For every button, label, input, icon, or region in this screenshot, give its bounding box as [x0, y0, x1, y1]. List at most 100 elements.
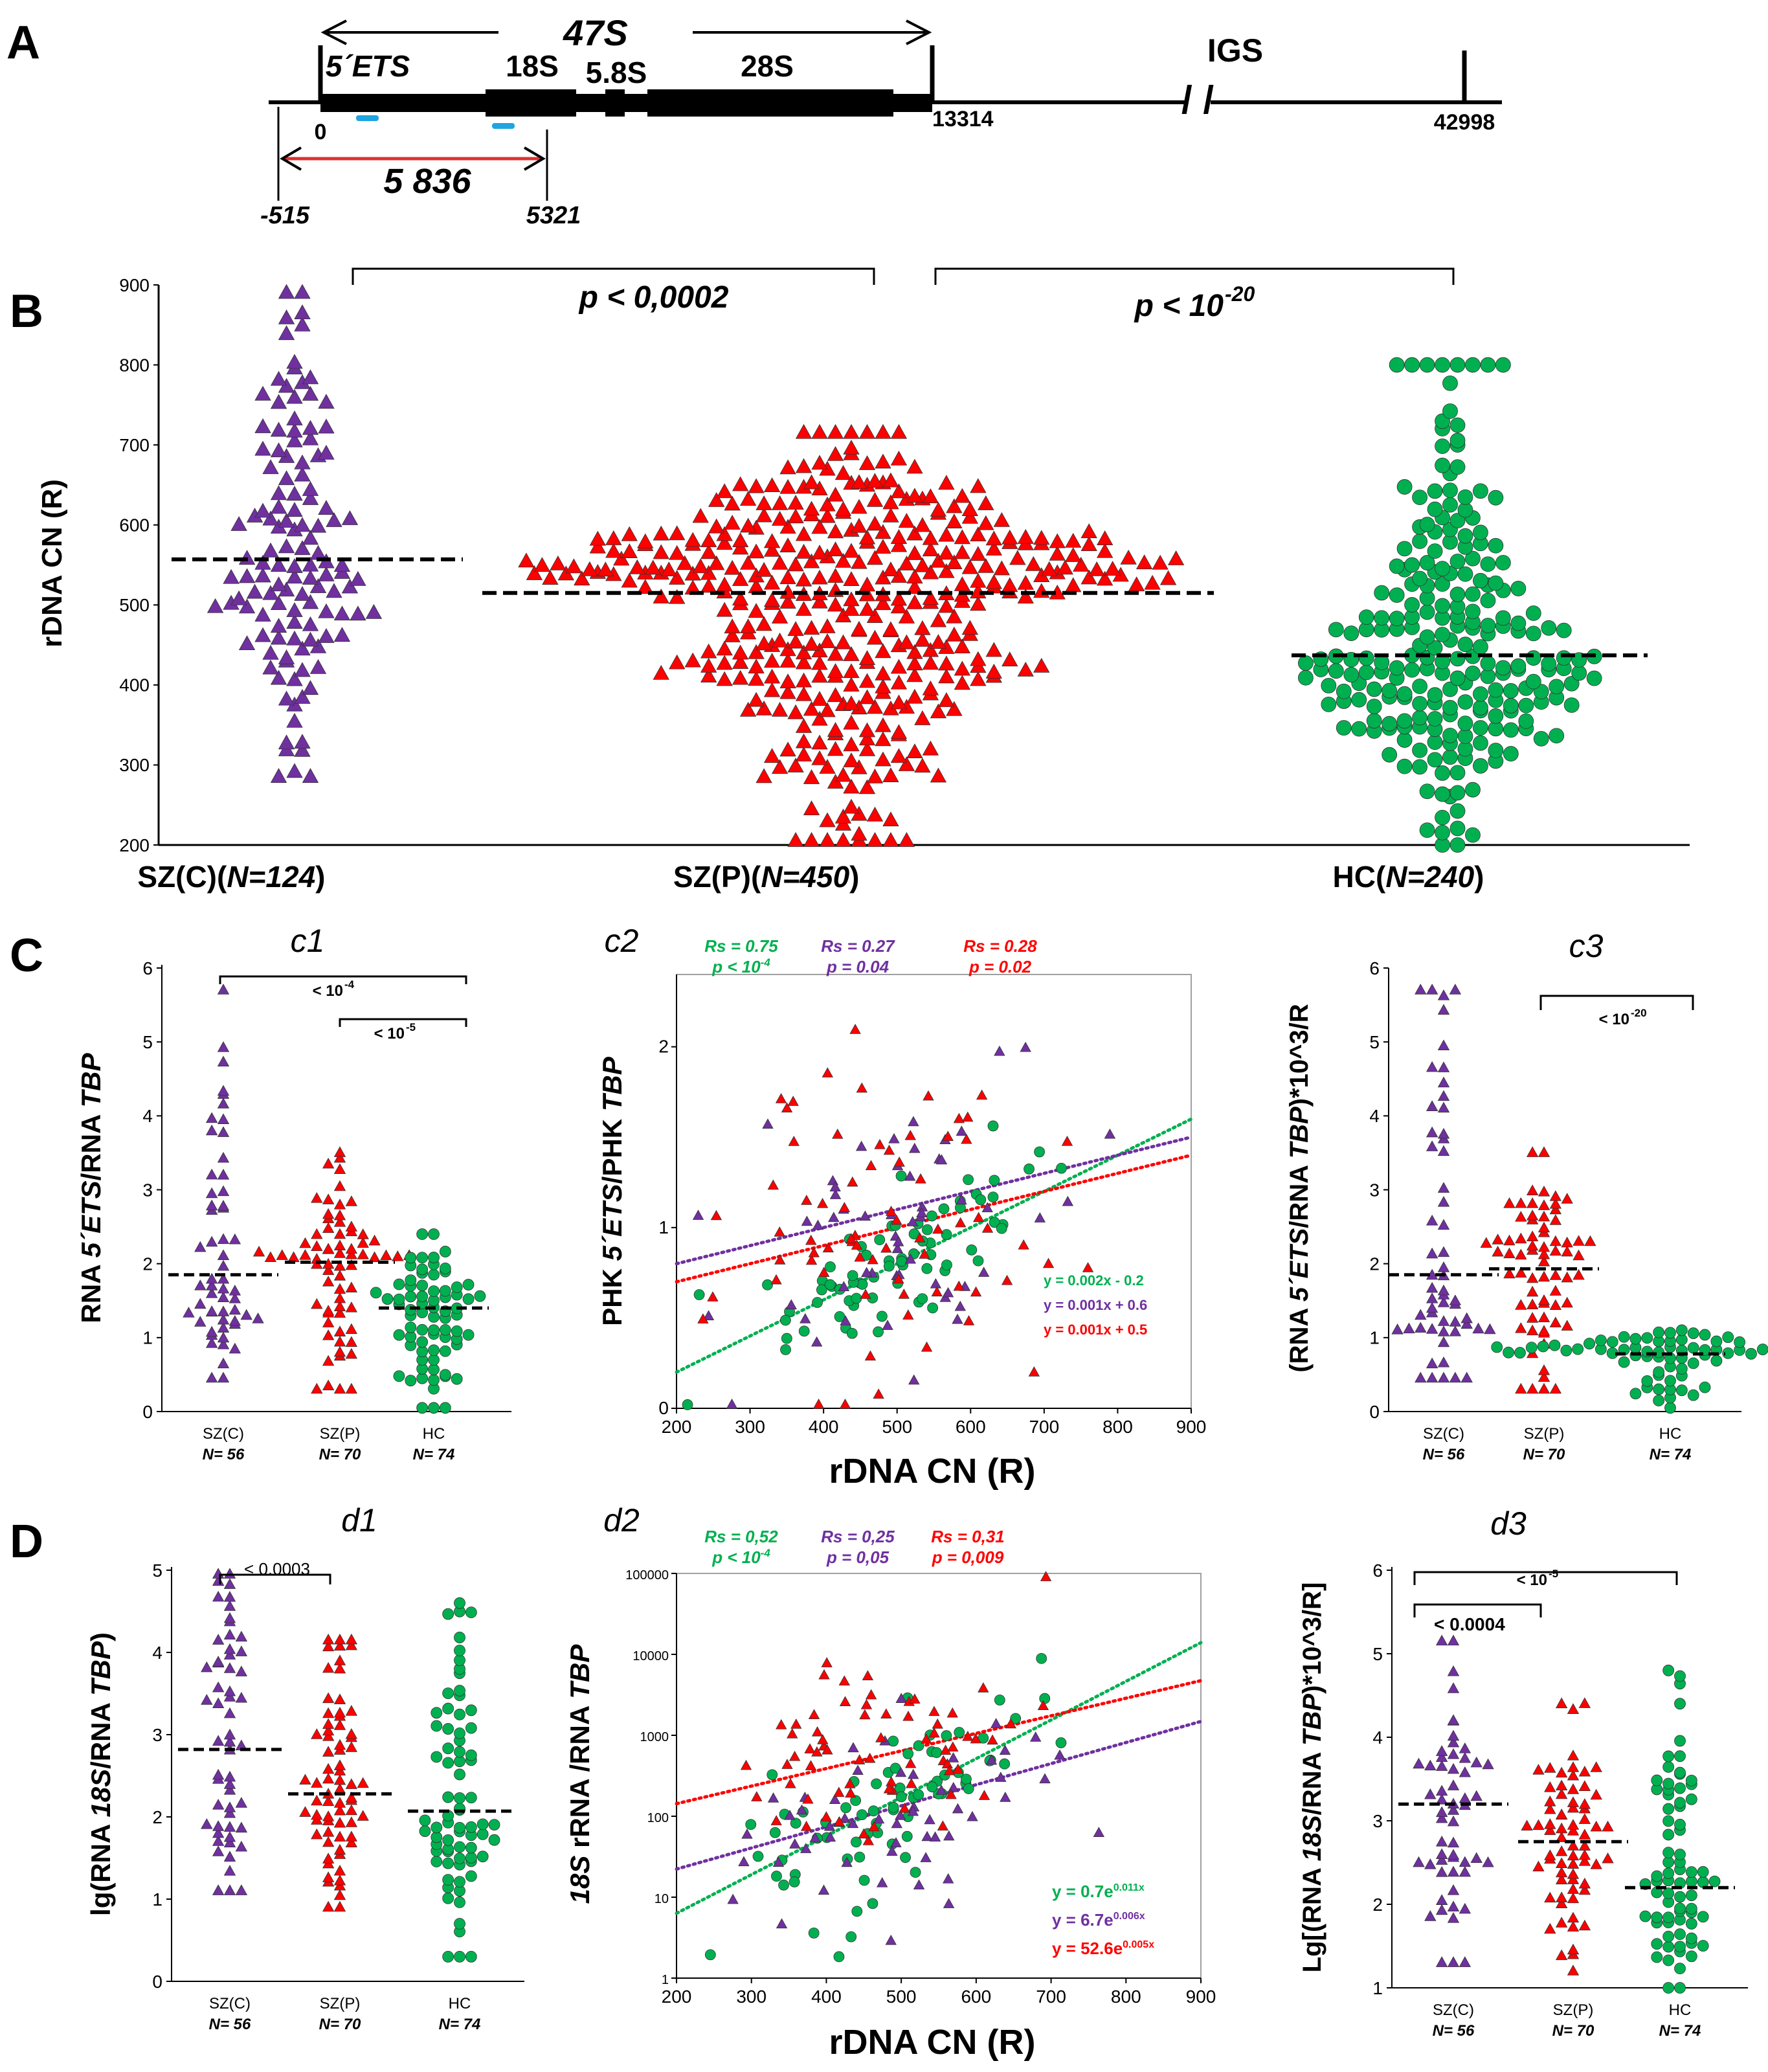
c3-points — [1391, 984, 1768, 1414]
b-point-szp — [779, 741, 796, 757]
c3-point-hc — [1710, 1355, 1723, 1367]
c1-point-szc — [229, 1285, 241, 1296]
d1-point-szp — [311, 1828, 323, 1840]
c1-point-szc — [217, 1272, 230, 1284]
c2-point-szp — [919, 1248, 930, 1259]
b-point-szp — [811, 569, 828, 585]
c1-point-szp — [333, 1216, 346, 1227]
b-point-hc — [1541, 656, 1557, 672]
c3-point-szc — [1426, 1100, 1438, 1111]
b-point-szp — [803, 474, 820, 490]
c1-point-szp — [322, 1316, 335, 1327]
c1-point-szp — [322, 1276, 335, 1287]
d3-point-szc — [1413, 1856, 1425, 1867]
b-point-szc — [302, 594, 319, 609]
label-18s: 18S — [506, 49, 559, 83]
b-point-szp — [787, 832, 804, 847]
d3-point-szp — [1567, 1911, 1580, 1923]
c3-n-label-hc: N= 74 — [1650, 1446, 1692, 1463]
d3-point-szc — [1447, 1729, 1460, 1741]
b-point-szp — [1017, 589, 1034, 604]
d1-point-szp — [322, 1852, 335, 1864]
b-point-szp — [954, 576, 971, 591]
c1-point-szp — [299, 1237, 311, 1248]
d2-point-hc — [840, 1802, 851, 1814]
c2-point-szp — [697, 1313, 709, 1323]
b-point-hc — [1396, 479, 1413, 495]
c2-point-szp — [781, 1102, 793, 1113]
c2-point-szp — [865, 1160, 877, 1171]
b-point-szc — [286, 671, 303, 686]
b-point-hc — [1457, 636, 1473, 653]
c2-point-szp — [832, 1128, 844, 1139]
b-point-szp — [906, 743, 923, 759]
d2-point-szp — [909, 1693, 921, 1704]
b-point-szp — [1001, 651, 1018, 667]
d3-point-szp — [1578, 1697, 1591, 1708]
b-point-szc — [270, 629, 287, 645]
c1-point-szp — [357, 1237, 369, 1248]
d1-point-szc — [235, 1692, 248, 1703]
b-point-szp — [779, 653, 796, 668]
b-point-szp — [890, 450, 908, 466]
d1-point-szc — [223, 1643, 236, 1654]
d3-point-szp — [1544, 1849, 1556, 1860]
b-point-szp — [748, 603, 765, 618]
b-point-szp — [700, 657, 717, 673]
c3-point-szc — [1437, 1246, 1450, 1257]
c2-point-szc — [935, 1154, 948, 1165]
d1-point-szp — [333, 1719, 346, 1730]
b-point-szp — [526, 565, 543, 580]
b-point-szp — [834, 552, 852, 568]
d2-point-hc — [941, 1730, 952, 1741]
b-point-szp — [866, 832, 884, 847]
b-point-hc — [1389, 587, 1405, 603]
b-point-hc — [1518, 697, 1534, 714]
b-point-szp — [811, 734, 828, 750]
d2-point-szp — [751, 1791, 763, 1801]
c1-point-szc — [205, 1187, 218, 1199]
c1-point-szc — [217, 1259, 230, 1271]
b-point-szp — [1097, 530, 1113, 545]
b-point-szp — [795, 672, 812, 688]
c3-point-szp — [1549, 1235, 1562, 1246]
c1-point-szp — [357, 1248, 369, 1259]
d1-point-szp — [322, 1730, 335, 1741]
d1-point-szp — [322, 1724, 335, 1736]
b-point-szp — [851, 620, 867, 636]
d1-point-hc — [442, 1874, 454, 1886]
b-point-hc — [1473, 700, 1488, 715]
b-point-szp — [589, 538, 606, 554]
c1-means — [168, 1260, 489, 1310]
b-point-szp — [922, 680, 939, 695]
b-point-szp — [1033, 583, 1050, 598]
c3-bracket — [1539, 995, 1694, 1010]
c3-point-szp — [1526, 1272, 1539, 1283]
d1-point-szc — [235, 1665, 248, 1676]
c2-point-szp — [808, 1246, 820, 1257]
c3-y-label: (RNA 5´ETS/RNA TBP)*10^3/R — [1285, 1004, 1314, 1372]
b-point-hc — [1442, 749, 1458, 765]
b-point-szp — [669, 570, 686, 585]
b-pvalue-2-exp: -20 — [1225, 282, 1255, 306]
b-point-szc — [278, 734, 295, 750]
b-point-szp — [1080, 569, 1097, 585]
c2-point-szc — [800, 1312, 811, 1323]
b-point-szp — [827, 663, 844, 678]
d1-point-szc — [223, 1600, 236, 1611]
c1-point-szp — [333, 1300, 346, 1311]
d2-point-szc — [738, 1856, 750, 1867]
c3-point-hc — [1687, 1357, 1699, 1369]
b-point-szp — [653, 664, 669, 680]
d2-point-szp — [833, 1786, 845, 1797]
c2-point-hc — [693, 1289, 705, 1300]
c3-ytick-label: 0 — [1369, 1402, 1380, 1422]
b-point-hc — [1449, 417, 1466, 433]
d2-point-szc — [913, 1879, 925, 1890]
b-point-szp — [763, 541, 781, 557]
b-point-szp — [906, 594, 923, 609]
c2-point-hc — [896, 1256, 908, 1267]
d1-point-hc — [454, 1708, 465, 1720]
b-point-szc — [254, 440, 271, 456]
b-point-hc — [1419, 629, 1435, 645]
